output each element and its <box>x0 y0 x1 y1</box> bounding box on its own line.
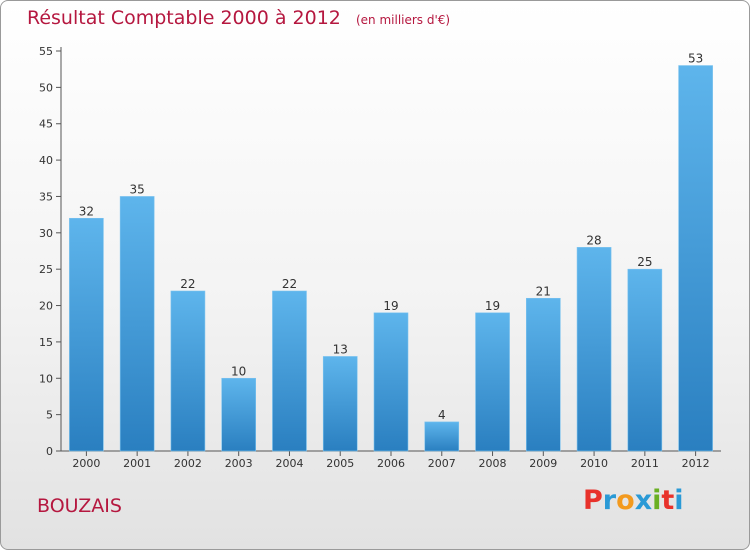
y-tick-label: 45 <box>39 118 53 131</box>
x-tick-label: 2012 <box>682 457 710 470</box>
bar <box>221 377 256 452</box>
y-tick-label: 20 <box>39 300 53 313</box>
bar <box>627 268 663 452</box>
bar <box>526 297 561 452</box>
x-tick-label: 2004 <box>275 457 303 470</box>
y-tick-label: 5 <box>46 409 53 422</box>
x-tick-label: 2000 <box>72 457 100 470</box>
y-tick-label: 50 <box>39 81 53 94</box>
labels: 2000 32 2001 35 2002 22 2003 10 2004 22 2005 13 2006… <box>72 52 709 470</box>
y-tick-label: 55 <box>39 45 53 58</box>
chart-title: Résultat Comptable 2000 à 2012 (en milli… <box>27 7 450 29</box>
bars <box>69 65 713 452</box>
bar <box>170 290 206 452</box>
data-label: 53 <box>688 52 703 66</box>
data-label: 4 <box>438 408 446 422</box>
bar <box>424 421 460 452</box>
bar <box>272 290 307 452</box>
data-label: 19 <box>383 299 398 313</box>
data-label: 22 <box>282 277 297 291</box>
logo-letter: t <box>661 485 675 516</box>
x-tick-label: 2011 <box>631 457 659 470</box>
bar <box>373 312 409 452</box>
data-label: 35 <box>130 182 145 196</box>
y-tick-label: 35 <box>39 190 53 203</box>
logo-letter: i <box>674 485 684 516</box>
logo-letter: r <box>602 485 617 516</box>
proxiti-logo: Proxiti <box>583 485 684 516</box>
x-tick-label: 2002 <box>174 457 202 470</box>
logo-letter: P <box>583 485 603 516</box>
y-tick-label: 10 <box>39 372 53 385</box>
y-tick-label: 15 <box>39 336 53 349</box>
y-tick-label: 40 <box>39 154 53 167</box>
data-label: 19 <box>485 299 500 313</box>
bar <box>576 247 612 452</box>
unit-text: (en milliers d'€) <box>355 13 451 27</box>
x-tick-label: 2006 <box>377 457 405 470</box>
x-tick-label: 2005 <box>326 457 354 470</box>
title-text: Résultat Comptable 2000 à 2012 <box>27 7 341 29</box>
data-label: 32 <box>79 204 94 218</box>
bar <box>119 196 155 452</box>
logo-letter: i <box>652 485 662 516</box>
logo-letter: o <box>616 485 635 516</box>
logo-letter: x <box>634 485 653 516</box>
data-label: 13 <box>333 342 348 356</box>
bar <box>678 65 713 452</box>
x-tick-label: 2009 <box>529 457 557 470</box>
x-tick-label: 2007 <box>428 457 456 470</box>
data-label: 28 <box>586 233 601 247</box>
x-tick-label: 2003 <box>225 457 253 470</box>
y-tick-label: 0 <box>46 445 53 458</box>
y-tick-label: 30 <box>39 227 53 240</box>
data-label: 10 <box>231 364 246 378</box>
bar <box>322 356 358 452</box>
bar <box>69 217 104 452</box>
commune-name: BOUZAIS <box>37 495 122 517</box>
x-tick-label: 2001 <box>123 457 151 470</box>
data-label: 21 <box>536 284 551 298</box>
data-label: 22 <box>180 277 195 291</box>
x-tick-label: 2010 <box>580 457 608 470</box>
data-label: 25 <box>637 255 652 269</box>
bar <box>475 312 510 452</box>
y-tick-label: 25 <box>39 263 53 276</box>
x-tick-label: 2008 <box>479 457 507 470</box>
